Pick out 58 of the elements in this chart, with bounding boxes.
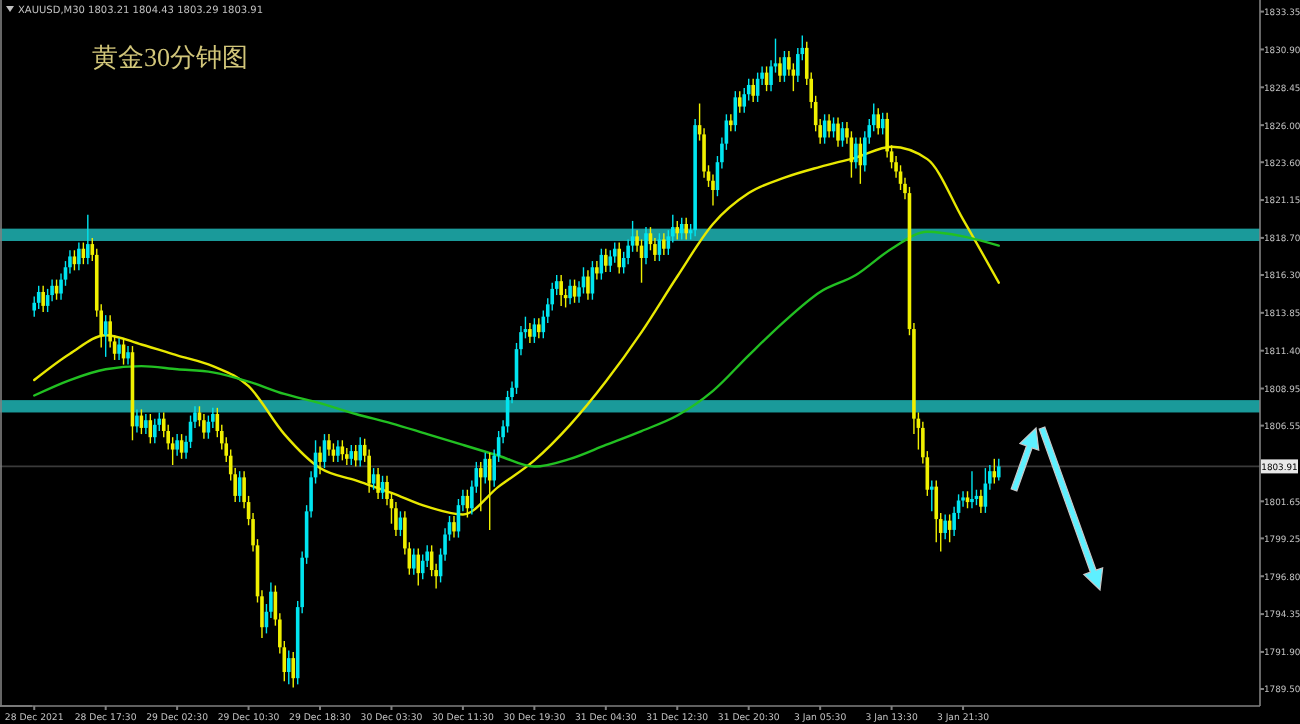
candlestick [675,220,680,241]
candlestick [644,226,648,265]
candlestick [604,248,608,273]
candlestick [175,433,179,457]
candlestick [684,217,688,241]
candlestick [612,241,617,264]
candlestick [528,322,532,344]
candlestick [144,413,148,435]
candlestick [358,436,363,468]
candlestick [537,317,541,340]
candlestick [41,285,45,313]
candlestick [483,451,488,485]
candlestick [679,217,684,241]
candlestick [371,467,376,491]
text: 黄金30分钟图 [92,42,248,72]
candlestick [662,232,666,256]
candlestick [876,107,880,136]
candlestick [559,274,563,307]
candlestick [729,113,733,133]
candlestick [153,417,157,445]
candlestick [327,433,331,457]
candlestick [568,278,572,306]
candlestick [970,470,974,509]
candlestick [412,547,416,576]
candlestick [586,269,590,301]
candlestick [86,214,90,265]
candlestick [737,90,742,114]
candlestick [345,447,349,466]
candlestick [135,408,139,434]
candlestick [202,413,206,440]
candlestick [827,113,831,139]
candlestick [376,467,380,500]
candlestick [943,513,947,540]
candlestick [778,56,782,83]
candlestick [394,501,398,537]
line-series [33,230,1000,468]
candlestick [836,116,840,148]
candlestick [608,249,613,273]
candlestick [336,439,340,463]
candlestick [711,173,715,207]
candlestick [979,489,983,514]
candlestick [318,445,322,475]
candlestick [286,649,291,686]
candlestick [595,260,599,281]
candlestick [996,458,1001,482]
candlestick [353,444,358,468]
candlestick [77,241,81,272]
candlestick [742,87,747,114]
candlestick [291,651,296,689]
candlestick [929,479,934,513]
candlestick [126,345,130,366]
candlestick [117,337,121,361]
candlestick [420,553,425,581]
candlestick [751,78,755,103]
candlestick [854,136,858,170]
candlestick [349,444,354,466]
candlestick [617,241,622,275]
candlestick [416,547,421,587]
